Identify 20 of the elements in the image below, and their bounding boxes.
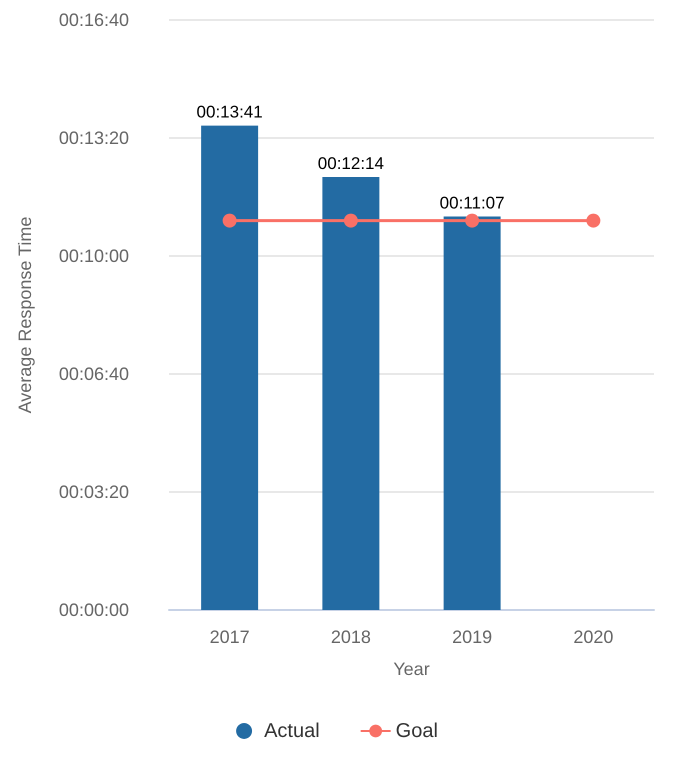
legend-label: Actual bbox=[264, 720, 320, 742]
x-tick-label: 2019 bbox=[452, 627, 492, 647]
y-tick-label: 00:03:20 bbox=[58, 482, 129, 502]
legend-label: Goal bbox=[396, 720, 438, 742]
data-label: 00:12:14 bbox=[318, 154, 384, 173]
x-axis-title: Year bbox=[393, 659, 430, 679]
y-tick-label: 00:00:00 bbox=[58, 600, 129, 620]
bar bbox=[201, 126, 258, 610]
y-tick-label: 00:13:20 bbox=[58, 128, 129, 148]
y-axis-title: Average Response Time bbox=[15, 216, 35, 414]
bar bbox=[322, 176, 380, 610]
x-tick-label: 2017 bbox=[210, 627, 250, 647]
x-tick-label: 2018 bbox=[330, 627, 371, 647]
data-label: 00:11:07 bbox=[440, 193, 505, 212]
x-tick-label: 2020 bbox=[573, 627, 614, 647]
y-tick-label: 00:16:40 bbox=[58, 10, 129, 30]
data-label: 00:13:41 bbox=[196, 102, 263, 122]
y-tick-label: 00:06:40 bbox=[58, 364, 129, 384]
bar bbox=[444, 216, 501, 610]
y-tick-label: 00:10:00 bbox=[58, 246, 129, 266]
